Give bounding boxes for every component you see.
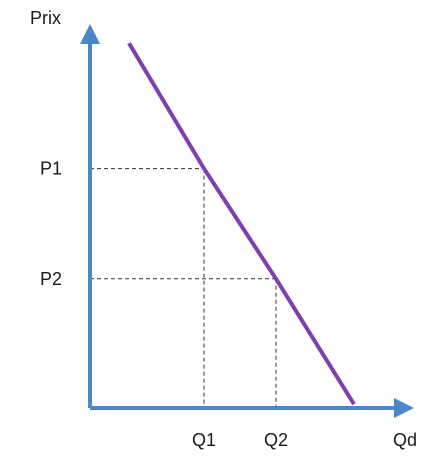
tick-labels: P1 Q1 P2 Q2 <box>40 159 288 450</box>
guide-lines <box>90 168 277 408</box>
y-tick-label-1: P1 <box>40 159 62 179</box>
y-tick-label-2: P2 <box>40 269 62 289</box>
x-tick-label-2: Q2 <box>264 430 288 450</box>
y-axis-label: Prix <box>30 8 61 28</box>
x-tick-label-1: Q1 <box>192 430 216 450</box>
demand-line <box>127 42 356 406</box>
x-axis-label: Qd <box>393 430 417 450</box>
